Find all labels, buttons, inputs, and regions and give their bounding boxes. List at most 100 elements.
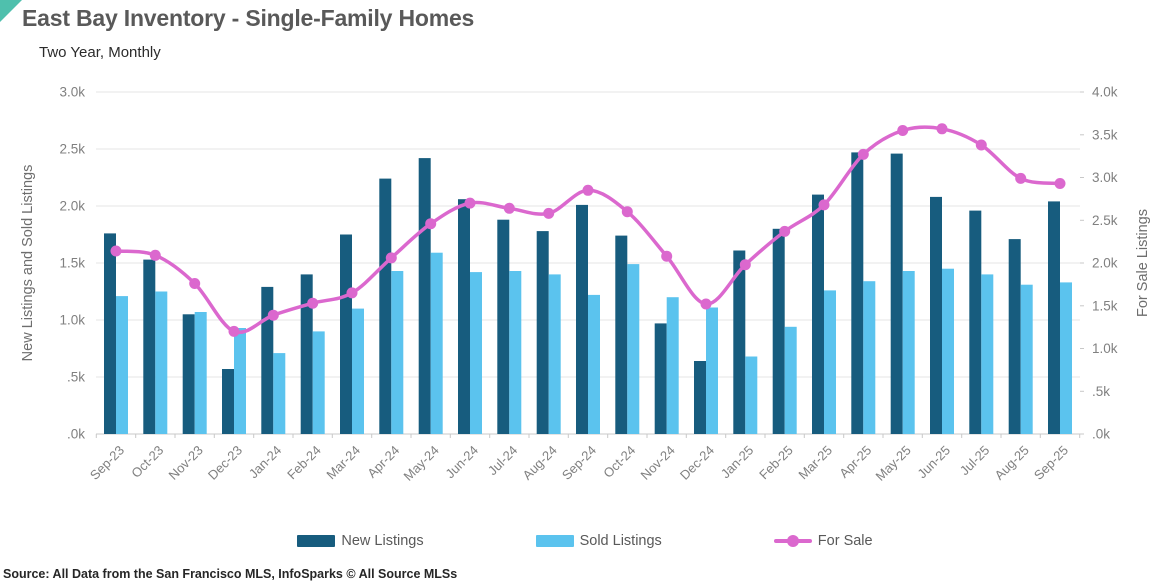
for-sale-point — [857, 148, 869, 160]
for-sale-point — [425, 218, 437, 230]
bar-sold-listings — [588, 294, 600, 434]
bar-sold-listings — [352, 308, 364, 434]
left-axis-tick-label: .5k — [67, 370, 85, 385]
legend-item-for-sale: For Sale — [773, 533, 873, 549]
for-sale-point — [307, 297, 319, 309]
new-listings-swatch-icon — [297, 535, 336, 547]
legend-label: For Sale — [817, 533, 873, 549]
x-axis-month-label: Mar-24 — [323, 443, 363, 483]
for-sale-point — [464, 197, 476, 209]
x-axis-month-label: Dec-24 — [677, 443, 717, 483]
x-axis-month-label: Nov-23 — [166, 443, 206, 483]
x-axis-month-label: Jun-25 — [914, 443, 953, 482]
bar-sold-listings — [824, 290, 836, 434]
right-axis-tick-label: 2.0k — [1092, 256, 1118, 271]
x-axis-month-label: Feb-24 — [284, 443, 324, 483]
right-axis-tick-label: .5k — [1092, 384, 1110, 399]
bar-new-listings — [772, 228, 785, 434]
bar-sold-listings — [863, 281, 876, 434]
bar-sold-listings — [155, 291, 168, 434]
x-axis-month-label: Jan-25 — [718, 443, 757, 482]
x-axis-month-label: May-25 — [873, 443, 914, 484]
for-sale-point — [897, 125, 909, 136]
bar-sold-listings — [942, 268, 954, 434]
bar-sold-listings — [706, 307, 718, 434]
for-sale-point — [110, 245, 122, 257]
for-sale-point — [228, 325, 240, 337]
x-axis-month-label: Sep-24 — [559, 443, 599, 483]
bar-sold-listings — [784, 326, 797, 434]
x-axis-month-label: Apr-24 — [364, 443, 402, 481]
left-axis-tick-label: .0k — [67, 427, 85, 442]
x-axis-month-label: Aug-24 — [520, 443, 560, 483]
bar-sold-listings — [470, 272, 482, 434]
x-axis-month-label: Oct-24 — [600, 443, 638, 481]
bar-sold-listings — [1060, 282, 1072, 434]
bar-new-listings — [222, 369, 234, 434]
source-attribution: Source: All Data from the San Francisco … — [3, 567, 458, 581]
bar-new-listings — [182, 314, 195, 434]
bar-new-listings — [654, 323, 667, 434]
bar-sold-listings — [1020, 284, 1033, 434]
for-sale-point — [975, 139, 987, 151]
bar-new-listings — [458, 199, 470, 434]
legend-label: Sold Listings — [579, 533, 662, 549]
bar-sold-listings — [116, 296, 128, 434]
bar-new-listings — [733, 250, 746, 434]
bar-sold-listings — [234, 328, 246, 434]
bar-sold-listings — [509, 271, 522, 434]
for-sale-point — [936, 123, 948, 135]
left-axis-tick-label: 1.5k — [59, 256, 85, 271]
x-axis-month-label: Aug-25 — [992, 443, 1032, 483]
left-axis-tick-label: 1.0k — [59, 313, 85, 328]
x-axis-month-label: Jan-24 — [246, 443, 285, 482]
for-sale-point — [1054, 178, 1066, 189]
for-sale-point — [661, 250, 673, 262]
for-sale-line-marker-icon — [773, 535, 812, 547]
x-axis-month-label: Nov-24 — [638, 443, 678, 483]
bar-new-listings — [340, 234, 352, 434]
for-sale-point — [267, 309, 279, 321]
for-sale-point — [582, 184, 594, 196]
chart-legend: New Listings Sold Listings For Sale — [0, 533, 1170, 549]
x-axis-month-label: Dec-23 — [205, 443, 245, 483]
for-sale-point — [621, 206, 633, 218]
bar-new-listings — [851, 152, 864, 434]
for-sale-point — [818, 199, 830, 211]
bar-new-listings — [300, 274, 313, 434]
bar-sold-listings — [627, 264, 640, 434]
x-axis-month-label: Apr-25 — [836, 443, 874, 481]
bar-new-listings — [969, 210, 982, 434]
right-axis-tick-label: 4.0k — [1092, 85, 1118, 100]
left-axis-tick-label: 3.0k — [59, 85, 85, 100]
x-axis-month-label: Oct-23 — [128, 443, 166, 481]
bar-new-listings — [576, 204, 588, 434]
right-axis-title: For Sale Listings — [1135, 209, 1151, 317]
right-axis-tick-label: 1.5k — [1092, 298, 1118, 313]
for-sale-point — [779, 225, 791, 237]
left-axis-title: New Listings and Sold Listings — [20, 165, 36, 362]
bar-new-listings — [418, 158, 431, 434]
for-sale-point — [503, 202, 515, 214]
legend-label: New Listings — [341, 533, 424, 549]
right-axis-tick-label: 3.0k — [1092, 170, 1118, 185]
bar-sold-listings — [745, 356, 758, 434]
inventory-chart: .0k .5k 1.0k 1.5k 2.0k 2.5k 3.0k .0k .5k 1.0k 1.5k… — [20, 85, 1151, 484]
for-sale-point — [739, 259, 751, 271]
bar-sold-listings — [902, 271, 915, 434]
x-axis-month-label: Sep-25 — [1031, 443, 1071, 483]
right-axis-tick-label: 3.5k — [1092, 127, 1118, 142]
for-sale-point — [543, 207, 555, 219]
bar-sold-listings — [981, 274, 994, 434]
x-axis-month-label: Jul-25 — [957, 443, 993, 479]
page-title: East Bay Inventory - Single-Family Homes — [22, 5, 475, 31]
bar-sold-listings — [312, 331, 325, 434]
bar-new-listings — [1008, 239, 1021, 434]
bar-new-listings — [1048, 201, 1060, 434]
x-axis-month-label: Sep-23 — [87, 443, 127, 483]
bar-new-listings — [104, 233, 116, 434]
right-axis-tick-label: 1.0k — [1092, 341, 1118, 356]
bar-sold-listings — [273, 353, 286, 434]
bar-new-listings — [261, 286, 274, 434]
